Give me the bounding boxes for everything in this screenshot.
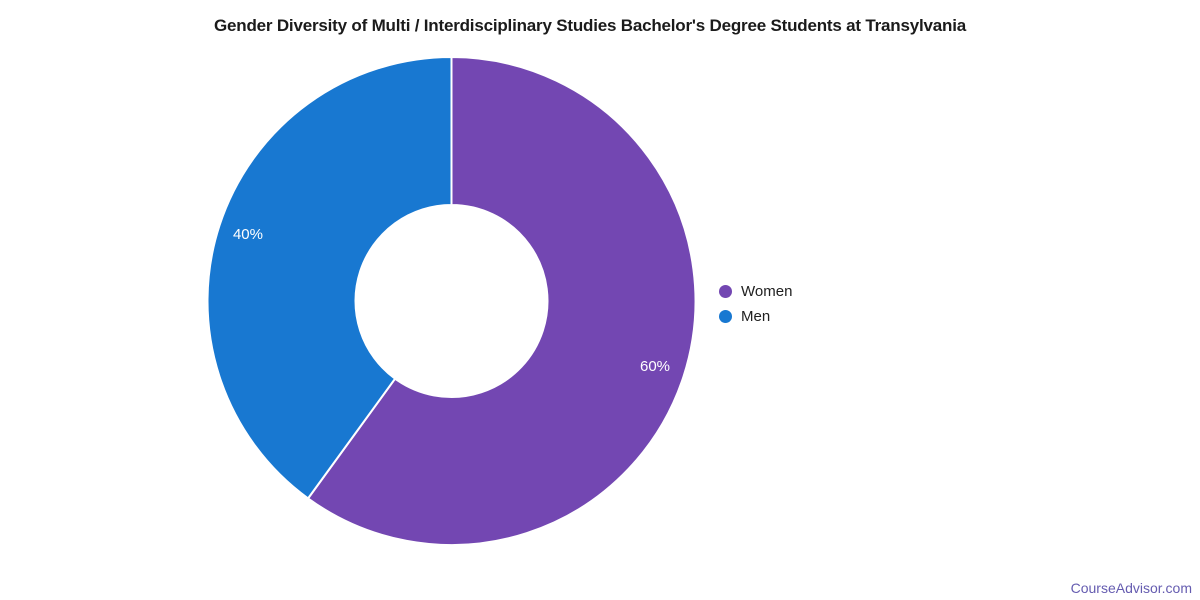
legend-marker-women	[719, 285, 732, 298]
legend-item-women[interactable]: Women	[719, 279, 792, 304]
legend-label-women: Women	[741, 283, 793, 300]
chart-title: Gender Diversity of Multi / Interdiscipl…	[214, 16, 966, 35]
pie-slice-men[interactable]	[206, 56, 453, 500]
legend-label-men: Men	[741, 308, 771, 325]
legend-item-men[interactable]: Men	[719, 304, 792, 329]
pie-slice-women[interactable]	[307, 56, 697, 546]
chart-legend: Women Men	[719, 279, 792, 329]
slice-label-men: 40%	[233, 226, 263, 243]
slice-label-women: 60%	[640, 358, 670, 375]
watermark-link[interactable]: CourseAdvisor.com	[1070, 580, 1192, 596]
legend-marker-men	[719, 310, 732, 323]
